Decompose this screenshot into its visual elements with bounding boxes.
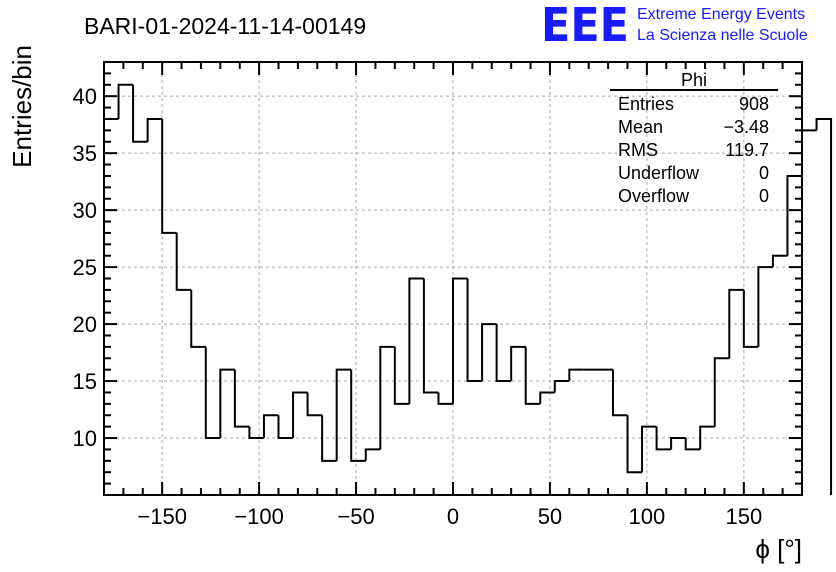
- x-tick-label: 100: [629, 504, 666, 529]
- y-tick-label: 40: [73, 84, 97, 109]
- y-tick-label: 10: [73, 426, 97, 451]
- x-tick-label: −150: [137, 504, 187, 529]
- x-tick-label: −50: [337, 504, 374, 529]
- histogram-bin: [728, 288, 744, 359]
- histogram-bin: [437, 392, 453, 405]
- histogram-bin: [204, 346, 221, 440]
- histogram-bin: [510, 345, 526, 382]
- histogram-bin: [248, 426, 264, 440]
- y-axis-title: Entries/bin: [7, 45, 37, 168]
- histogram-bin: [379, 345, 395, 450]
- x-tick-label: 150: [725, 504, 762, 529]
- histogram-bin: [684, 438, 701, 451]
- x-tick-label: 50: [538, 504, 562, 529]
- histogram-bin: [117, 83, 134, 119]
- histogram-bin: [306, 392, 323, 417]
- chart-title: BARI-01-2024-11-14-00149: [84, 13, 366, 39]
- histogram-bin: [364, 448, 381, 461]
- histogram-bin: [742, 289, 759, 348]
- histogram-bin: [670, 437, 686, 450]
- x-tick-label: −100: [234, 504, 284, 529]
- histogram-bin: [771, 254, 788, 268]
- histogram-bin: [626, 415, 643, 474]
- eee-logo-mark: EEE: [541, 0, 629, 52]
- histogram-bin: [233, 369, 250, 428]
- histogram-bin: [699, 425, 715, 450]
- histogram-bin: [757, 266, 773, 347]
- histogram-bin: [815, 117, 833, 495]
- stats-rms-label: RMS: [618, 140, 658, 160]
- histogram-bin: [539, 391, 555, 404]
- y-tick-labels: 10 15 20 25 30 35 40: [73, 84, 97, 451]
- histogram-bin: [161, 118, 177, 234]
- x-axis-title: ϕ [°]: [755, 534, 802, 564]
- histogram-bin: [466, 278, 483, 383]
- histogram-bin: [335, 368, 352, 461]
- histogram-bin: [422, 278, 439, 394]
- stats-entries-label: Entries: [618, 94, 674, 114]
- histogram-bin: [481, 323, 497, 382]
- stats-overflow-value: 0: [759, 186, 769, 206]
- logo-line-1: Extreme Energy Events: [637, 6, 805, 23]
- histogram-bin: [277, 415, 294, 440]
- histogram-bin: [713, 357, 730, 427]
- histogram-bin: [641, 425, 657, 473]
- histogram-bin: [292, 391, 308, 439]
- stats-overflow-label: Overflow: [618, 186, 690, 206]
- histogram-bin: [350, 369, 366, 462]
- histogram-bin: [408, 277, 424, 404]
- histogram-series: [103, 83, 833, 495]
- axes: [103, 61, 803, 496]
- logo-line-2: La Scienza nelle Scuole: [637, 27, 808, 44]
- stats-mean-value: −3.48: [723, 117, 769, 137]
- stats-underflow-label: Underflow: [618, 163, 700, 183]
- histogram-bin: [655, 426, 672, 451]
- histogram-bin: [495, 324, 512, 383]
- y-tick-label: 25: [73, 255, 97, 280]
- y-tick-label: 20: [73, 312, 97, 337]
- histogram-bin: [801, 129, 817, 176]
- y-tick-label: 35: [73, 141, 97, 166]
- histogram-bin: [553, 380, 570, 393]
- histogram-bin: [190, 289, 206, 348]
- histogram-bin: [262, 414, 279, 439]
- stats-underflow-value: 0: [759, 163, 769, 183]
- histogram-bin: [175, 232, 192, 291]
- y-tick-label: 30: [73, 198, 97, 223]
- histogram-bin: [452, 277, 468, 404]
- x-tick-label: 0: [447, 504, 459, 529]
- histogram-bin: [146, 117, 163, 142]
- stats-box: Phi Entries 908 Mean −3.48 RMS 119.7 Und…: [610, 70, 778, 206]
- histogram-bin: [568, 368, 584, 382]
- eee-logo: EEE Extreme Energy Events La Scienza nel…: [541, 0, 808, 52]
- histogram-bin: [393, 346, 410, 405]
- histogram-bin: [611, 369, 628, 417]
- stats-title: Phi: [681, 70, 707, 90]
- histogram-bin: [321, 415, 337, 462]
- histogram-bin: [219, 368, 235, 439]
- histogram-bin: [524, 346, 541, 405]
- stats-rms-value: 119.7: [725, 140, 769, 160]
- y-tick-label: 15: [73, 369, 97, 394]
- x-tick-labels: −150 −100 −50 0 50 100 150: [137, 504, 762, 529]
- stats-mean-label: Mean: [618, 117, 663, 137]
- stats-entries-value: 908: [739, 94, 769, 114]
- histogram-bin: [132, 84, 148, 143]
